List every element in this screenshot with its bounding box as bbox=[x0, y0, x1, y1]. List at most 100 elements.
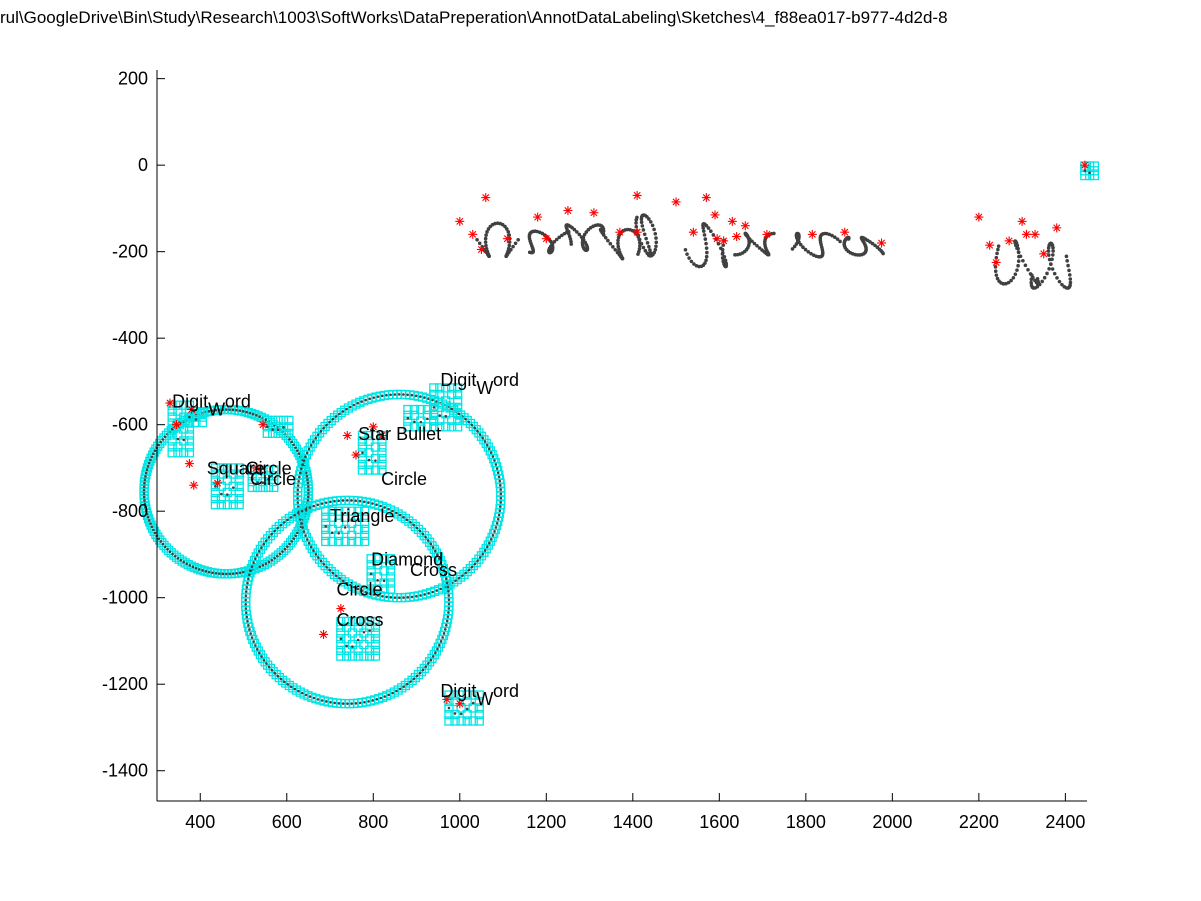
marker-stroke bbox=[252, 464, 261, 472]
stroke-point bbox=[616, 241, 620, 246]
stroke-point bbox=[575, 230, 579, 234]
shape-marker bbox=[462, 566, 472, 577]
marker-stroke bbox=[672, 198, 680, 206]
shape-marker bbox=[184, 436, 195, 446]
stroke-point bbox=[1016, 259, 1021, 263]
stroke-point bbox=[704, 254, 709, 259]
stroke-point bbox=[288, 437, 291, 441]
stroke-point bbox=[161, 542, 165, 546]
stroke-point bbox=[312, 504, 316, 508]
stroke-point bbox=[499, 501, 502, 504]
shape-marker bbox=[234, 487, 244, 498]
stroke-point bbox=[484, 243, 488, 248]
stroke-point bbox=[487, 447, 491, 451]
stroke-point bbox=[484, 233, 488, 237]
stroke-point bbox=[231, 408, 235, 412]
stroke-point bbox=[221, 408, 224, 411]
stroke-point bbox=[402, 516, 405, 519]
stroke-point bbox=[572, 227, 577, 232]
marker-stroke bbox=[482, 194, 490, 202]
stroke-point bbox=[245, 615, 249, 619]
stroke-point bbox=[481, 552, 485, 556]
corner-marker bbox=[165, 398, 175, 408]
stroke-point bbox=[276, 554, 279, 558]
shape-marker bbox=[228, 469, 238, 479]
stroke-point bbox=[483, 440, 487, 443]
marker-stroke bbox=[1005, 237, 1013, 245]
corner-marker bbox=[615, 227, 625, 237]
stroke-point bbox=[179, 558, 183, 562]
shape-marker bbox=[462, 709, 472, 720]
shape-marker bbox=[321, 512, 331, 522]
stroke-point bbox=[437, 557, 441, 560]
stroke-point bbox=[444, 577, 448, 581]
shape-marker bbox=[456, 716, 466, 726]
shape-marker bbox=[365, 616, 375, 627]
stroke-point bbox=[1064, 254, 1069, 259]
stroke-point bbox=[443, 627, 447, 631]
shape-marker bbox=[365, 651, 375, 661]
shape-marker bbox=[366, 584, 376, 594]
stroke-point bbox=[606, 238, 610, 243]
stroke-point bbox=[405, 682, 409, 686]
shape-marker bbox=[327, 512, 337, 522]
stroke-point bbox=[324, 501, 328, 504]
stroke-point bbox=[499, 496, 503, 500]
stroke-point bbox=[331, 417, 335, 421]
stroke-point bbox=[1049, 262, 1053, 267]
shape-marker bbox=[323, 418, 333, 429]
stroke-point bbox=[328, 500, 332, 504]
stroke-point bbox=[1083, 169, 1087, 173]
shape-marker bbox=[377, 453, 387, 464]
stroke-point bbox=[329, 700, 332, 704]
stroke-point bbox=[994, 273, 999, 277]
shape-marker bbox=[359, 524, 370, 535]
stroke-point bbox=[421, 668, 425, 672]
shape-marker bbox=[246, 408, 257, 419]
stroke-point bbox=[410, 595, 414, 599]
stroke-point bbox=[467, 420, 471, 424]
shape-marker bbox=[452, 396, 463, 406]
shape-marker bbox=[359, 628, 369, 638]
stroke-point bbox=[245, 410, 248, 414]
stroke-point bbox=[393, 393, 397, 396]
stroke-point bbox=[1015, 246, 1019, 251]
stroke-point bbox=[485, 230, 489, 234]
annotation-label: Diamond bbox=[371, 549, 443, 569]
stroke-point bbox=[450, 407, 453, 411]
shape-marker bbox=[366, 578, 376, 588]
stroke-point bbox=[457, 576, 461, 580]
shape-marker bbox=[370, 645, 381, 655]
stroke-point bbox=[374, 459, 377, 462]
annotation-subscript: W bbox=[476, 689, 493, 709]
stroke-point bbox=[648, 220, 653, 224]
shape-marker bbox=[210, 469, 221, 479]
marker-stroke bbox=[616, 228, 624, 236]
stroke-point bbox=[648, 248, 652, 252]
shape-marker bbox=[210, 481, 221, 491]
stroke-point bbox=[1057, 279, 1062, 284]
shape-blob bbox=[210, 463, 244, 510]
corner-marker bbox=[171, 420, 181, 430]
stroke-point bbox=[211, 571, 214, 575]
stroke-point bbox=[478, 433, 482, 436]
corner-marker bbox=[502, 234, 512, 244]
shape-marker bbox=[179, 400, 189, 410]
stroke-point bbox=[142, 488, 146, 492]
shape-marker bbox=[281, 678, 291, 688]
y-tick-label: -800 bbox=[112, 501, 148, 521]
stroke-point bbox=[306, 481, 310, 485]
stroke-point bbox=[163, 545, 167, 549]
stroke-point bbox=[445, 623, 448, 627]
stroke-point bbox=[312, 440, 315, 443]
stroke-point bbox=[273, 671, 277, 675]
annotation-label: Circle bbox=[337, 580, 383, 600]
shape-marker bbox=[347, 628, 358, 638]
stroke-point bbox=[249, 632, 252, 635]
shape-marker bbox=[234, 500, 244, 510]
stroke-point bbox=[316, 698, 320, 701]
stroke-point bbox=[324, 525, 327, 528]
stroke-point bbox=[312, 549, 315, 552]
shape-marker bbox=[447, 383, 457, 393]
stroke-point bbox=[244, 611, 248, 615]
